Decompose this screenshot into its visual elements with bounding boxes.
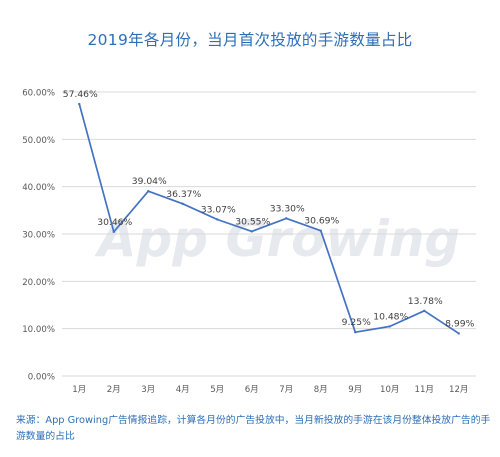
x-tick-label: 11月	[414, 384, 434, 395]
y-tick-label: 30.00%	[22, 231, 55, 241]
data-label: 33.30%	[270, 203, 305, 214]
data-point	[319, 229, 322, 232]
data-label: 30.46%	[97, 217, 132, 228]
data-label: 39.04%	[132, 176, 167, 187]
data-label: 36.37%	[166, 189, 201, 200]
data-label: 57.46%	[63, 89, 98, 100]
x-tick-label: 3月	[141, 384, 155, 395]
data-label: 30.69%	[304, 216, 339, 227]
x-tick-label: 9月	[348, 384, 362, 395]
data-point	[112, 230, 115, 234]
data-point	[78, 102, 81, 106]
chart-title: 2019年各月份，当月首次投放的手游数量占比	[87, 31, 413, 49]
data-point	[216, 218, 219, 221]
x-tick-label: 5月	[210, 384, 224, 395]
y-tick-label: 10.00%	[22, 325, 55, 335]
x-tick-label: 10月	[380, 384, 400, 395]
x-tick-label: 12月	[449, 384, 469, 395]
data-point	[457, 332, 460, 335]
x-tick-label: 7月	[279, 384, 293, 395]
data-point	[285, 217, 288, 220]
source-footnote: 来源：App Growing广告情报追踪，计算各月份的广告投放中，当月新投放的手…	[16, 415, 491, 442]
x-tick-label: 6月	[245, 384, 259, 395]
data-point	[388, 325, 391, 328]
data-point	[250, 230, 253, 233]
data-label: 33.07%	[201, 204, 236, 215]
y-tick-label: 0.00%	[28, 373, 55, 383]
data-label: 30.55%	[235, 216, 270, 227]
watermark-logo: App Growing	[94, 210, 460, 268]
x-tick-label: 4月	[176, 384, 190, 395]
data-point	[423, 309, 426, 312]
series-line	[78, 103, 460, 335]
data-point	[181, 202, 184, 206]
data-label: 9.25%	[342, 317, 371, 328]
y-tick-label: 60.00%	[22, 89, 55, 99]
y-tick-label: 40.00%	[22, 183, 55, 193]
y-tick-label: 50.00%	[22, 136, 55, 146]
data-label: 13.78%	[408, 296, 443, 307]
x-tick-label: 2月	[107, 384, 121, 395]
data-point	[354, 331, 357, 334]
data-label: 8.99%	[445, 318, 474, 329]
y-tick-label: 20.00%	[22, 278, 55, 288]
data-label: 10.48%	[373, 311, 408, 322]
data-point	[147, 190, 150, 193]
x-tick-label: 8月	[314, 384, 328, 395]
x-tick-label: 1月	[72, 384, 86, 395]
